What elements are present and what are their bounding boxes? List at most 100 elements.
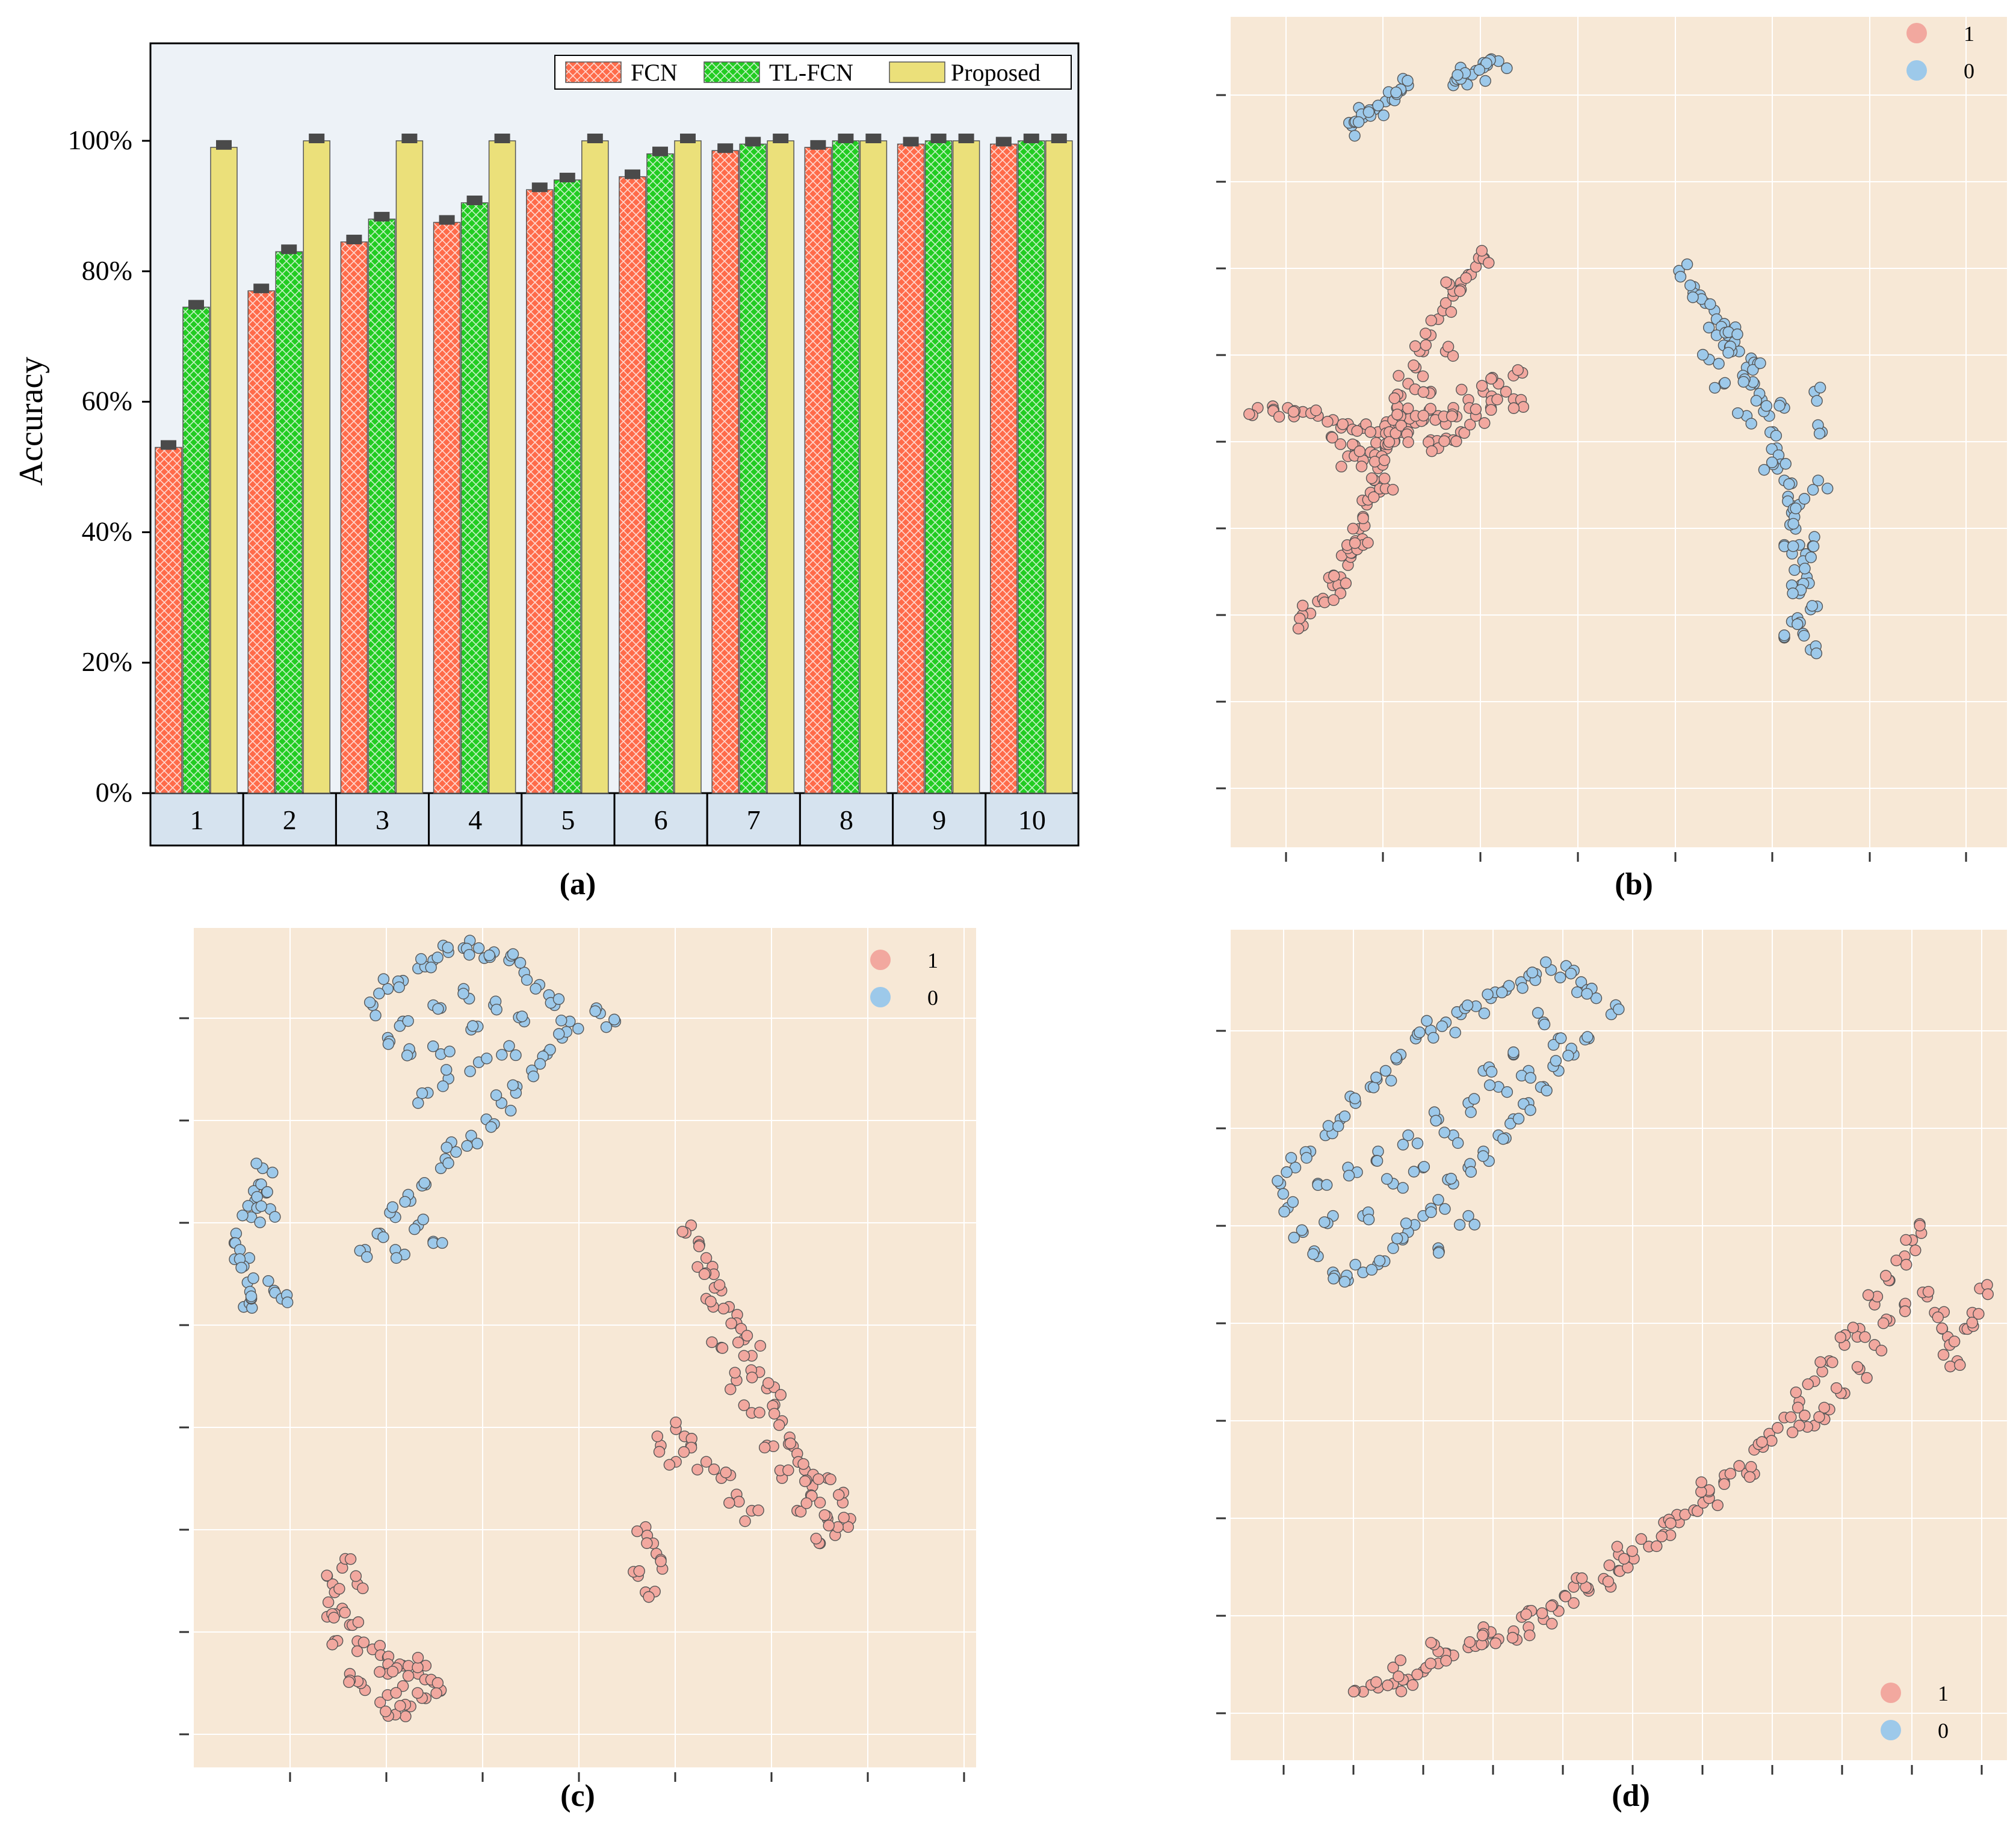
scatter-point (1388, 392, 1400, 404)
scatter-point (1822, 483, 1834, 495)
scatter-point (504, 1104, 517, 1117)
scatter-point (1478, 1007, 1491, 1019)
scatter-point (1922, 1285, 1935, 1298)
scatter-point (1332, 1120, 1344, 1133)
plot-area (1231, 17, 2007, 847)
category-label: 1 (190, 805, 204, 835)
scatter-point (784, 1437, 797, 1450)
scatter-point (496, 1049, 508, 1061)
scatter-point (1353, 445, 1366, 457)
scatter-point (1861, 1372, 1873, 1384)
scatter-point (1287, 1196, 1299, 1208)
scatter-point (417, 1213, 429, 1226)
scatter-point (1464, 418, 1476, 431)
scatter-point (1711, 1499, 1724, 1512)
legend: 10 (870, 948, 938, 1010)
bar (460, 202, 489, 794)
legend-label: FCN (631, 59, 678, 86)
scatter-point (824, 1473, 836, 1486)
scatter-point (1524, 1629, 1536, 1642)
scatter-point (1439, 1203, 1451, 1215)
scatter-point (1408, 359, 1420, 371)
scatter-point (483, 949, 495, 962)
scatter-point (738, 1350, 750, 1362)
bar (275, 251, 303, 794)
bar (395, 140, 424, 794)
scatter-point (631, 1525, 643, 1538)
scatter-point (490, 1089, 502, 1101)
legend-marker (1906, 23, 1927, 43)
scatter-point (1477, 1150, 1489, 1162)
scatter-point (653, 1445, 666, 1458)
scatter-point (823, 1519, 835, 1532)
scatter-point (386, 1666, 399, 1678)
scatter-point (1294, 613, 1306, 625)
scatter-point (1936, 1322, 1948, 1335)
scatter-point (255, 1178, 267, 1190)
scatter-point (1390, 1052, 1402, 1064)
scatter-point (412, 1097, 424, 1109)
error-bar (810, 140, 826, 150)
scatter-point (1418, 1161, 1430, 1173)
scatter-point (1442, 341, 1455, 353)
scatter-point (1611, 1541, 1624, 1553)
scatter-point (1326, 431, 1338, 444)
scatter-point (380, 1705, 392, 1717)
scatter-point (1426, 445, 1438, 457)
scatter-point (1811, 395, 1823, 407)
category-cell (985, 792, 1080, 847)
scatter-point (245, 1290, 258, 1302)
scatter-point (1476, 1629, 1489, 1642)
scatter-point (1782, 495, 1794, 507)
scatter-point (507, 948, 519, 960)
scatter-point (725, 1317, 737, 1329)
error-bar (188, 300, 204, 310)
bar (832, 140, 860, 794)
scatter-point (1394, 1654, 1406, 1666)
scatter-point (1395, 1685, 1408, 1698)
error-bar (587, 134, 603, 143)
scatter-point (1731, 328, 1743, 341)
scatter-point (1414, 1026, 1426, 1039)
scatter-point (430, 1687, 442, 1699)
scatter-point (235, 1261, 247, 1274)
scatter-point (1684, 279, 1696, 291)
legend-label: 1 (1938, 1681, 1949, 1705)
scatter-point (1798, 629, 1810, 642)
scatter-point (503, 1040, 515, 1052)
scatter-point (1681, 258, 1693, 270)
scatter-plot-c: 10 (179, 928, 976, 1782)
scatter-point (412, 1651, 424, 1664)
scatter-point (1756, 1436, 1768, 1448)
scatter-point (1351, 425, 1363, 437)
scatter-point (833, 1489, 845, 1501)
scatter-point (415, 953, 427, 965)
scatter-point (1859, 1331, 1871, 1343)
scatter-point (1335, 460, 1347, 473)
bar (488, 140, 516, 794)
bar (952, 140, 980, 794)
scatter-point (1397, 1182, 1409, 1194)
scatter-point (1562, 1049, 1574, 1062)
scatter-point (1590, 992, 1603, 1004)
scatter-point (1847, 1321, 1859, 1334)
scatter-point (1948, 1335, 1961, 1347)
scatter-point (758, 1441, 771, 1454)
scatter-point (481, 1053, 493, 1065)
scatter-point (1296, 1224, 1308, 1236)
scatter-point (485, 1121, 497, 1133)
scatter-point (700, 1252, 713, 1264)
scatter-point (321, 1569, 333, 1581)
error-bar (958, 134, 974, 143)
scatter-point (1810, 648, 1823, 660)
scatter-point (544, 1043, 556, 1056)
scatter-point (1387, 1242, 1399, 1254)
scatter-point (465, 1130, 477, 1142)
scatter-point (1982, 1288, 1994, 1300)
legend-label: TL-FCN (769, 59, 853, 86)
panel-label-b: (b) (1615, 867, 1653, 901)
scatter-point (1651, 1540, 1663, 1553)
scatter-point (739, 1515, 751, 1527)
scatter-point (1346, 438, 1359, 451)
category-label: 7 (747, 805, 761, 835)
